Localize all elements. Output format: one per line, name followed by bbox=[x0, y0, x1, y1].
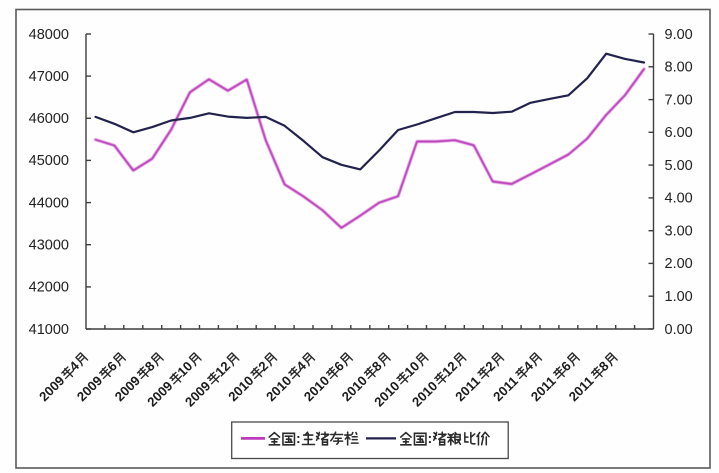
svg-text:45000: 45000 bbox=[29, 153, 69, 169]
svg-text:8.00: 8.00 bbox=[665, 60, 693, 76]
svg-text:2009: 2009 bbox=[74, 373, 105, 404]
svg-text:12: 12 bbox=[439, 358, 460, 379]
svg-text:10: 10 bbox=[174, 358, 195, 379]
svg-text:2010: 2010 bbox=[301, 373, 332, 404]
svg-text:4: 4 bbox=[66, 358, 82, 374]
svg-text:2011: 2011 bbox=[528, 373, 559, 404]
svg-text:4.00: 4.00 bbox=[665, 191, 693, 207]
svg-text:2009: 2009 bbox=[144, 378, 175, 409]
svg-text:0.00: 0.00 bbox=[665, 322, 693, 338]
svg-text:2009: 2009 bbox=[36, 373, 67, 404]
svg-text:2010: 2010 bbox=[339, 373, 370, 404]
svg-text:44000: 44000 bbox=[29, 195, 69, 211]
svg-text:2009: 2009 bbox=[182, 378, 213, 409]
svg-text:48000: 48000 bbox=[29, 27, 69, 43]
svg-text:42000: 42000 bbox=[29, 280, 69, 296]
svg-text:2010: 2010 bbox=[371, 378, 402, 409]
svg-text:3.00: 3.00 bbox=[665, 224, 693, 240]
svg-text:2011: 2011 bbox=[566, 373, 597, 404]
svg-text:4: 4 bbox=[520, 358, 536, 374]
svg-text:5.00: 5.00 bbox=[665, 158, 693, 174]
svg-text:2.00: 2.00 bbox=[665, 256, 693, 272]
svg-text:6.00: 6.00 bbox=[665, 125, 693, 141]
svg-text:41000: 41000 bbox=[29, 322, 69, 338]
svg-text:2010: 2010 bbox=[409, 378, 440, 409]
svg-text:9.00: 9.00 bbox=[665, 27, 693, 43]
svg-text:7.00: 7.00 bbox=[665, 92, 693, 108]
svg-text:2009: 2009 bbox=[112, 373, 143, 404]
svg-text::: : bbox=[296, 431, 301, 446]
svg-text:12: 12 bbox=[212, 358, 233, 379]
svg-text:1.00: 1.00 bbox=[665, 289, 693, 305]
svg-text:43000: 43000 bbox=[29, 238, 69, 254]
svg-text:10: 10 bbox=[401, 358, 422, 379]
svg-text:47000: 47000 bbox=[29, 69, 69, 85]
svg-text:2010: 2010 bbox=[225, 373, 256, 404]
svg-text:2010: 2010 bbox=[263, 373, 294, 404]
svg-text:2011: 2011 bbox=[490, 373, 521, 404]
svg-text:46000: 46000 bbox=[29, 111, 69, 127]
svg-text:4: 4 bbox=[293, 358, 309, 374]
svg-text::: : bbox=[428, 431, 433, 446]
svg-text:2011: 2011 bbox=[452, 373, 483, 404]
